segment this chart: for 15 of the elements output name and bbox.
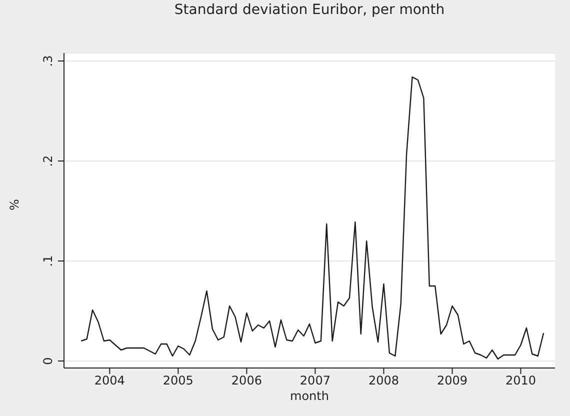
y-tick-label: .2: [41, 155, 55, 167]
y-tick-label: 0: [41, 357, 55, 365]
y-tick-label: .1: [41, 255, 55, 267]
x-tick-label: 2008: [368, 374, 399, 388]
line-series: [80, 76, 544, 360]
x-tick-label: 2009: [436, 374, 468, 388]
y-axis-title: %: [7, 199, 22, 210]
x-tick-label: 2006: [231, 374, 262, 388]
x-axis-title: month: [290, 389, 329, 403]
chart-title: Standard deviation Euribor, per month: [173, 2, 446, 18]
x-tick-label: 2010: [505, 374, 536, 388]
x-tick-label: 2005: [162, 374, 194, 388]
x-tick-label: 2004: [94, 374, 125, 388]
y-tick-label: .3: [41, 55, 55, 67]
x-tick-label: 2007: [300, 374, 330, 388]
